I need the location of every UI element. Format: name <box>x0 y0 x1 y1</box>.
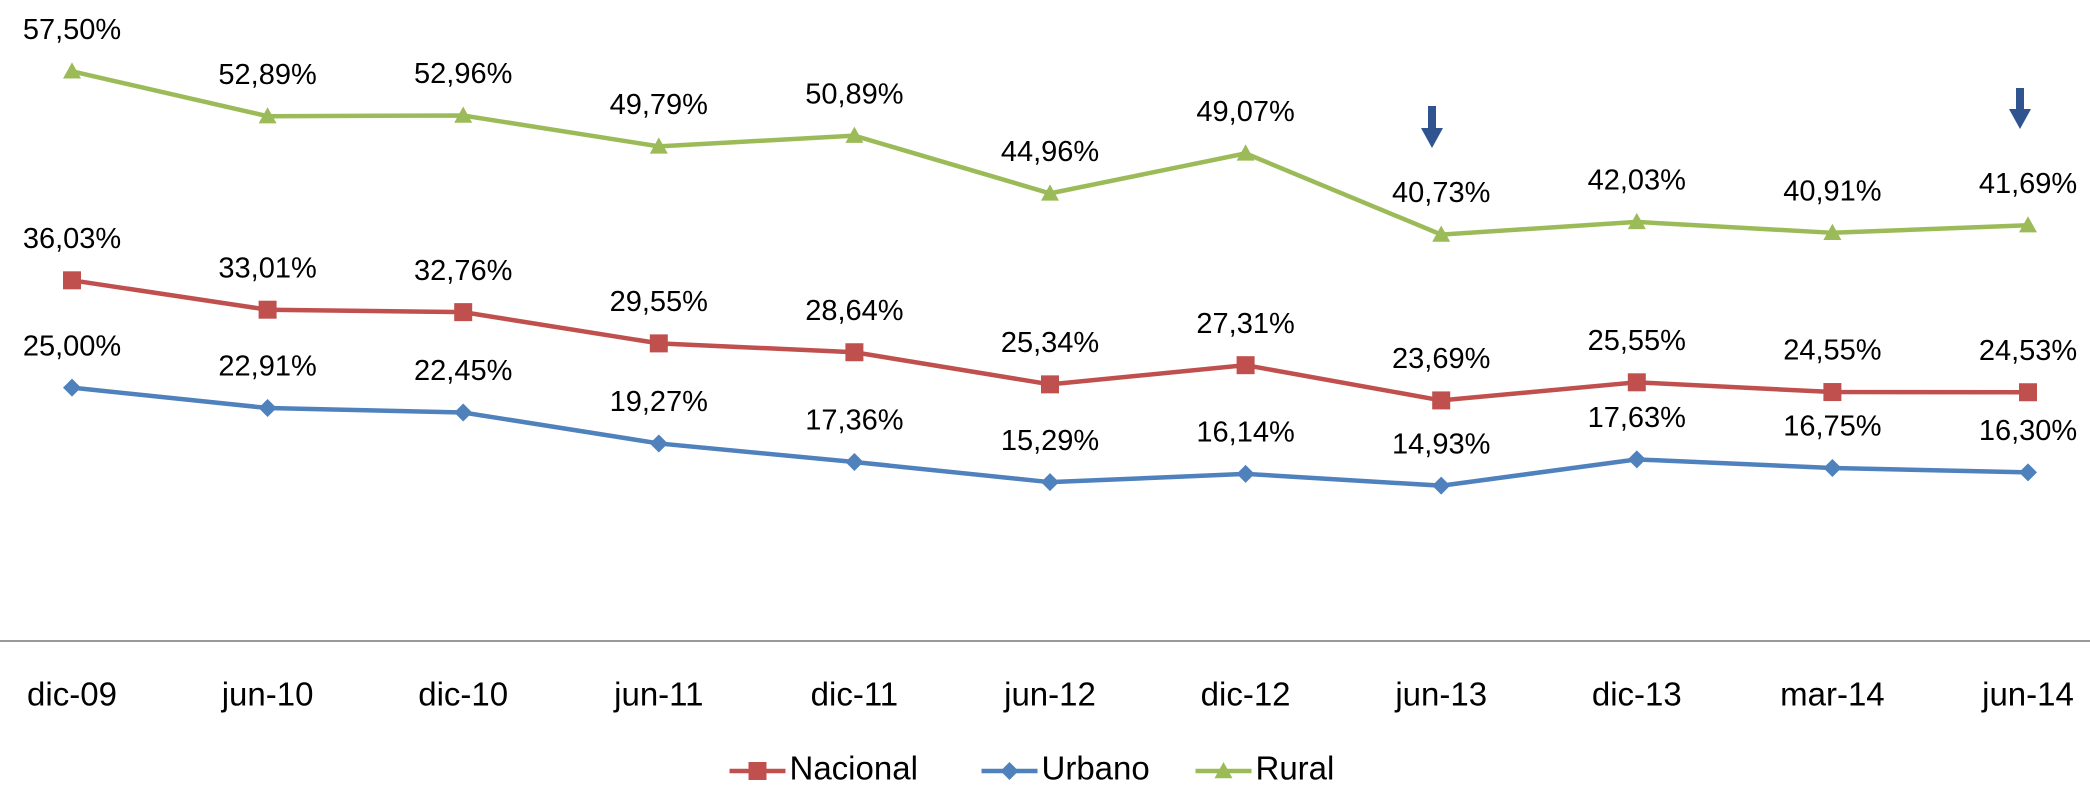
data-label: 32,76% <box>414 255 512 287</box>
marker <box>1432 476 1451 495</box>
legend-marker <box>1000 762 1019 780</box>
data-label: 36,03% <box>23 223 121 255</box>
marker <box>1041 375 1059 394</box>
data-label: 42,03% <box>1588 165 1686 197</box>
marker <box>1041 184 1059 201</box>
arrow <box>1421 106 1443 148</box>
data-label: 16,14% <box>1196 417 1294 449</box>
marker <box>454 403 473 422</box>
data-label: 24,55% <box>1783 335 1881 367</box>
legend-marker <box>748 762 767 780</box>
marker <box>1432 225 1451 242</box>
x-tick-label: mar-14 <box>1780 676 1885 713</box>
marker <box>1627 450 1646 469</box>
data-label: 52,96% <box>414 58 512 90</box>
marker <box>63 378 81 397</box>
data-label: 16,30% <box>1979 415 2077 447</box>
legend-label: Rural <box>1256 750 1335 787</box>
data-label: 24,53% <box>1979 335 2077 367</box>
data-label: 23,69% <box>1392 343 1490 375</box>
x-tick-label: jun-13 <box>1394 676 1487 713</box>
data-label: 25,34% <box>1001 327 1099 359</box>
x-tick-label: jun-14 <box>1981 676 2074 713</box>
legend-item: Rural <box>1195 750 1335 787</box>
data-label: 33,01% <box>218 252 316 284</box>
x-tick-label: dic-11 <box>811 676 898 713</box>
data-label: 50,89% <box>805 78 903 110</box>
data-label: 49,79% <box>610 89 708 121</box>
marker <box>2019 216 2037 233</box>
marker <box>649 434 668 453</box>
marker <box>2019 383 2037 402</box>
marker <box>258 300 277 319</box>
marker <box>1041 473 1059 492</box>
marker <box>649 334 668 353</box>
marker <box>1236 144 1255 161</box>
marker <box>258 399 277 418</box>
legend-marker <box>1214 762 1233 779</box>
marker <box>649 137 668 154</box>
data-label: 17,36% <box>805 405 903 437</box>
data-label: 22,45% <box>414 355 512 387</box>
marker <box>454 303 473 322</box>
marker <box>1627 373 1646 392</box>
marker <box>845 343 864 362</box>
marker <box>454 106 473 123</box>
marker <box>1823 383 1842 402</box>
data-label: 49,07% <box>1196 96 1294 128</box>
data-label: 17,63% <box>1588 402 1686 434</box>
data-label: 28,64% <box>805 295 903 327</box>
legend-item: Urbano <box>981 750 1150 787</box>
marker <box>63 271 81 290</box>
data-label: 15,29% <box>1001 425 1099 457</box>
marker <box>1432 391 1451 410</box>
marker <box>1236 356 1255 375</box>
data-label: 25,00% <box>23 330 121 362</box>
arrow <box>2009 88 2031 129</box>
x-tick-label: dic-12 <box>1201 676 1291 713</box>
marker <box>1236 464 1255 483</box>
marker <box>63 62 81 79</box>
legend-label: Nacional <box>790 750 918 787</box>
x-tick-label: jun-12 <box>1003 676 1096 713</box>
legend-label: Urbano <box>1042 750 1150 787</box>
x-tick-label: dic-10 <box>418 676 508 713</box>
marker <box>1823 458 1842 477</box>
x-tick-label: dic-09 <box>27 676 117 713</box>
marker <box>258 107 277 124</box>
marker <box>845 453 864 472</box>
data-label: 29,55% <box>610 286 708 318</box>
x-tick-label: jun-10 <box>221 676 314 713</box>
data-label: 14,93% <box>1392 428 1490 460</box>
data-label: 41,69% <box>1979 168 2077 200</box>
marker <box>1823 223 1842 241</box>
x-tick-label: dic-13 <box>1592 676 1682 713</box>
data-label: 25,55% <box>1588 325 1686 357</box>
data-label: 40,73% <box>1392 177 1490 209</box>
data-label: 19,27% <box>610 386 708 418</box>
marker <box>845 126 864 143</box>
data-label: 52,89% <box>218 59 316 91</box>
data-label: 44,96% <box>1001 136 1099 168</box>
data-label: 22,91% <box>218 351 316 383</box>
x-tick-label: jun-11 <box>613 676 703 713</box>
legend-item: Nacional <box>729 750 918 787</box>
marker <box>1627 212 1646 230</box>
data-label: 16,75% <box>1783 411 1881 443</box>
data-label: 27,31% <box>1196 308 1294 340</box>
data-label: 40,91% <box>1783 175 1881 207</box>
marker <box>2019 463 2037 482</box>
data-label: 57,50% <box>23 14 121 46</box>
